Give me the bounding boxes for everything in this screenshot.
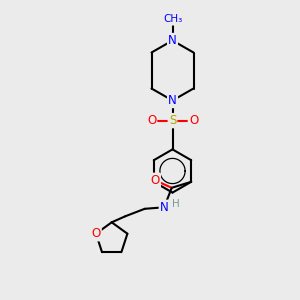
Text: O: O	[151, 174, 160, 187]
Text: O: O	[147, 114, 156, 127]
Text: H: H	[172, 199, 180, 209]
Text: S: S	[169, 114, 176, 127]
Text: O: O	[189, 114, 198, 127]
Text: O: O	[92, 227, 100, 240]
Text: CH₃: CH₃	[163, 14, 182, 25]
Text: N: N	[160, 201, 169, 214]
Text: N: N	[168, 94, 177, 107]
Text: N: N	[168, 34, 177, 47]
